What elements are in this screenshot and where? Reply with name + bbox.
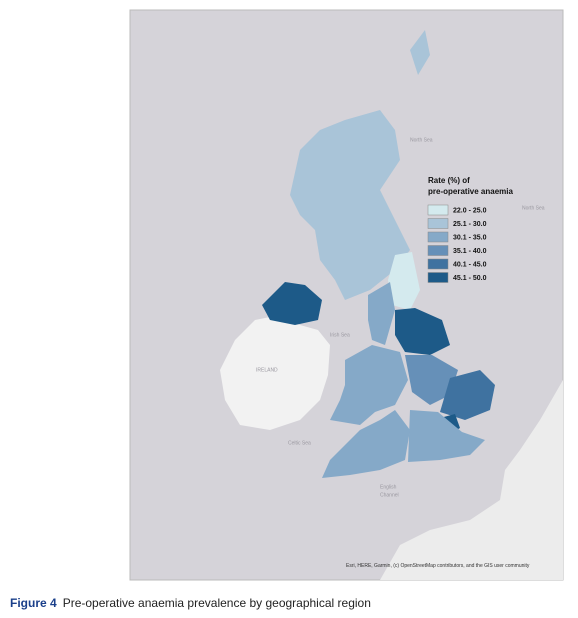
legend-label: 30.1 - 35.0	[453, 234, 487, 241]
legend-label: 40.1 - 45.0	[453, 261, 487, 268]
legend-title: pre-operative anaemia	[428, 187, 513, 196]
legend: Rate (%) of pre-operative anaemia 22.0 -…	[427, 176, 513, 283]
sea-label: IRELAND	[256, 367, 278, 373]
legend-swatch	[427, 272, 449, 283]
caption: Figure 4 Pre-operative anaemia prevalence…	[10, 596, 371, 610]
region	[330, 345, 408, 425]
region	[368, 282, 395, 345]
region	[290, 110, 410, 300]
sea-label: English	[380, 484, 397, 490]
region	[440, 370, 495, 420]
sea-label: North Sea	[522, 205, 545, 211]
ireland	[220, 315, 330, 430]
region	[395, 308, 450, 355]
legend-swatch	[427, 245, 449, 256]
region	[388, 252, 420, 310]
legend-swatch	[427, 204, 449, 216]
caption-label: Figure 4	[10, 596, 57, 610]
region	[405, 355, 458, 405]
legend-label: 35.1 - 40.0	[453, 248, 487, 255]
caption-text: Pre-operative anaemia prevalence by geog…	[62, 596, 371, 610]
continent	[380, 380, 563, 580]
legend-swatch	[427, 231, 449, 243]
legend-swatch	[427, 218, 449, 229]
legend-label: 45.1 - 50.0	[453, 275, 487, 282]
sea-label: Celtic Sea	[288, 440, 311, 446]
legend-label: 25.1 - 30.0	[453, 221, 487, 228]
region	[410, 30, 430, 75]
legend-label: 22.0 - 25.0	[453, 207, 487, 214]
sea-label: Irish Sea	[330, 332, 350, 338]
sea-label: North Sea	[410, 137, 433, 143]
region	[322, 410, 410, 478]
legend-swatch	[427, 258, 449, 270]
legend-title: Rate (%) of	[428, 176, 470, 185]
region	[408, 410, 485, 462]
attribution: Esri, HERE, Garmin, (c) OpenStreetMap co…	[346, 563, 530, 569]
sea-label: Channel	[380, 492, 399, 498]
region	[262, 282, 322, 325]
